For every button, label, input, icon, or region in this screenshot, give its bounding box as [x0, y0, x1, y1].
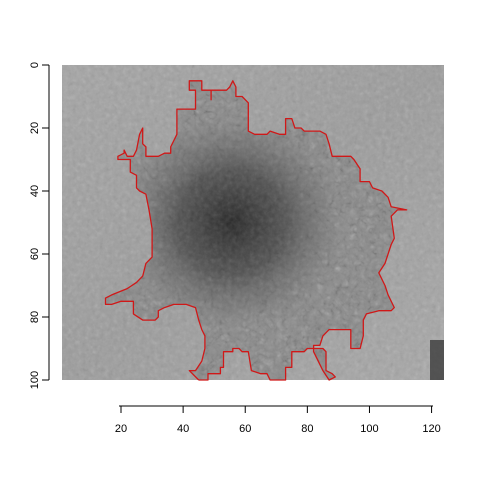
y-tick-label: 0: [29, 62, 41, 68]
x-tick-label: 120: [422, 423, 440, 435]
y-tick-label: 60: [29, 248, 41, 260]
x-axis-ticks: 20 40 60 80 100 120: [115, 406, 441, 435]
x-tick-label: 60: [239, 423, 251, 435]
y-tick-label: 80: [29, 311, 41, 323]
x-tick-label: 20: [115, 423, 127, 435]
x-tick-label: 40: [177, 423, 189, 435]
y-tick-label: 100: [29, 371, 41, 389]
y-tick-label: 20: [29, 122, 41, 134]
y-tick-label: 40: [29, 185, 41, 197]
x-tick-label: 100: [360, 423, 378, 435]
y-axis-ticks: 0 20 40 60 80 100: [29, 62, 49, 389]
segmentation-contour: [104, 80, 408, 381]
micrograph-image: [62, 65, 444, 380]
x-tick-label: 80: [301, 423, 313, 435]
